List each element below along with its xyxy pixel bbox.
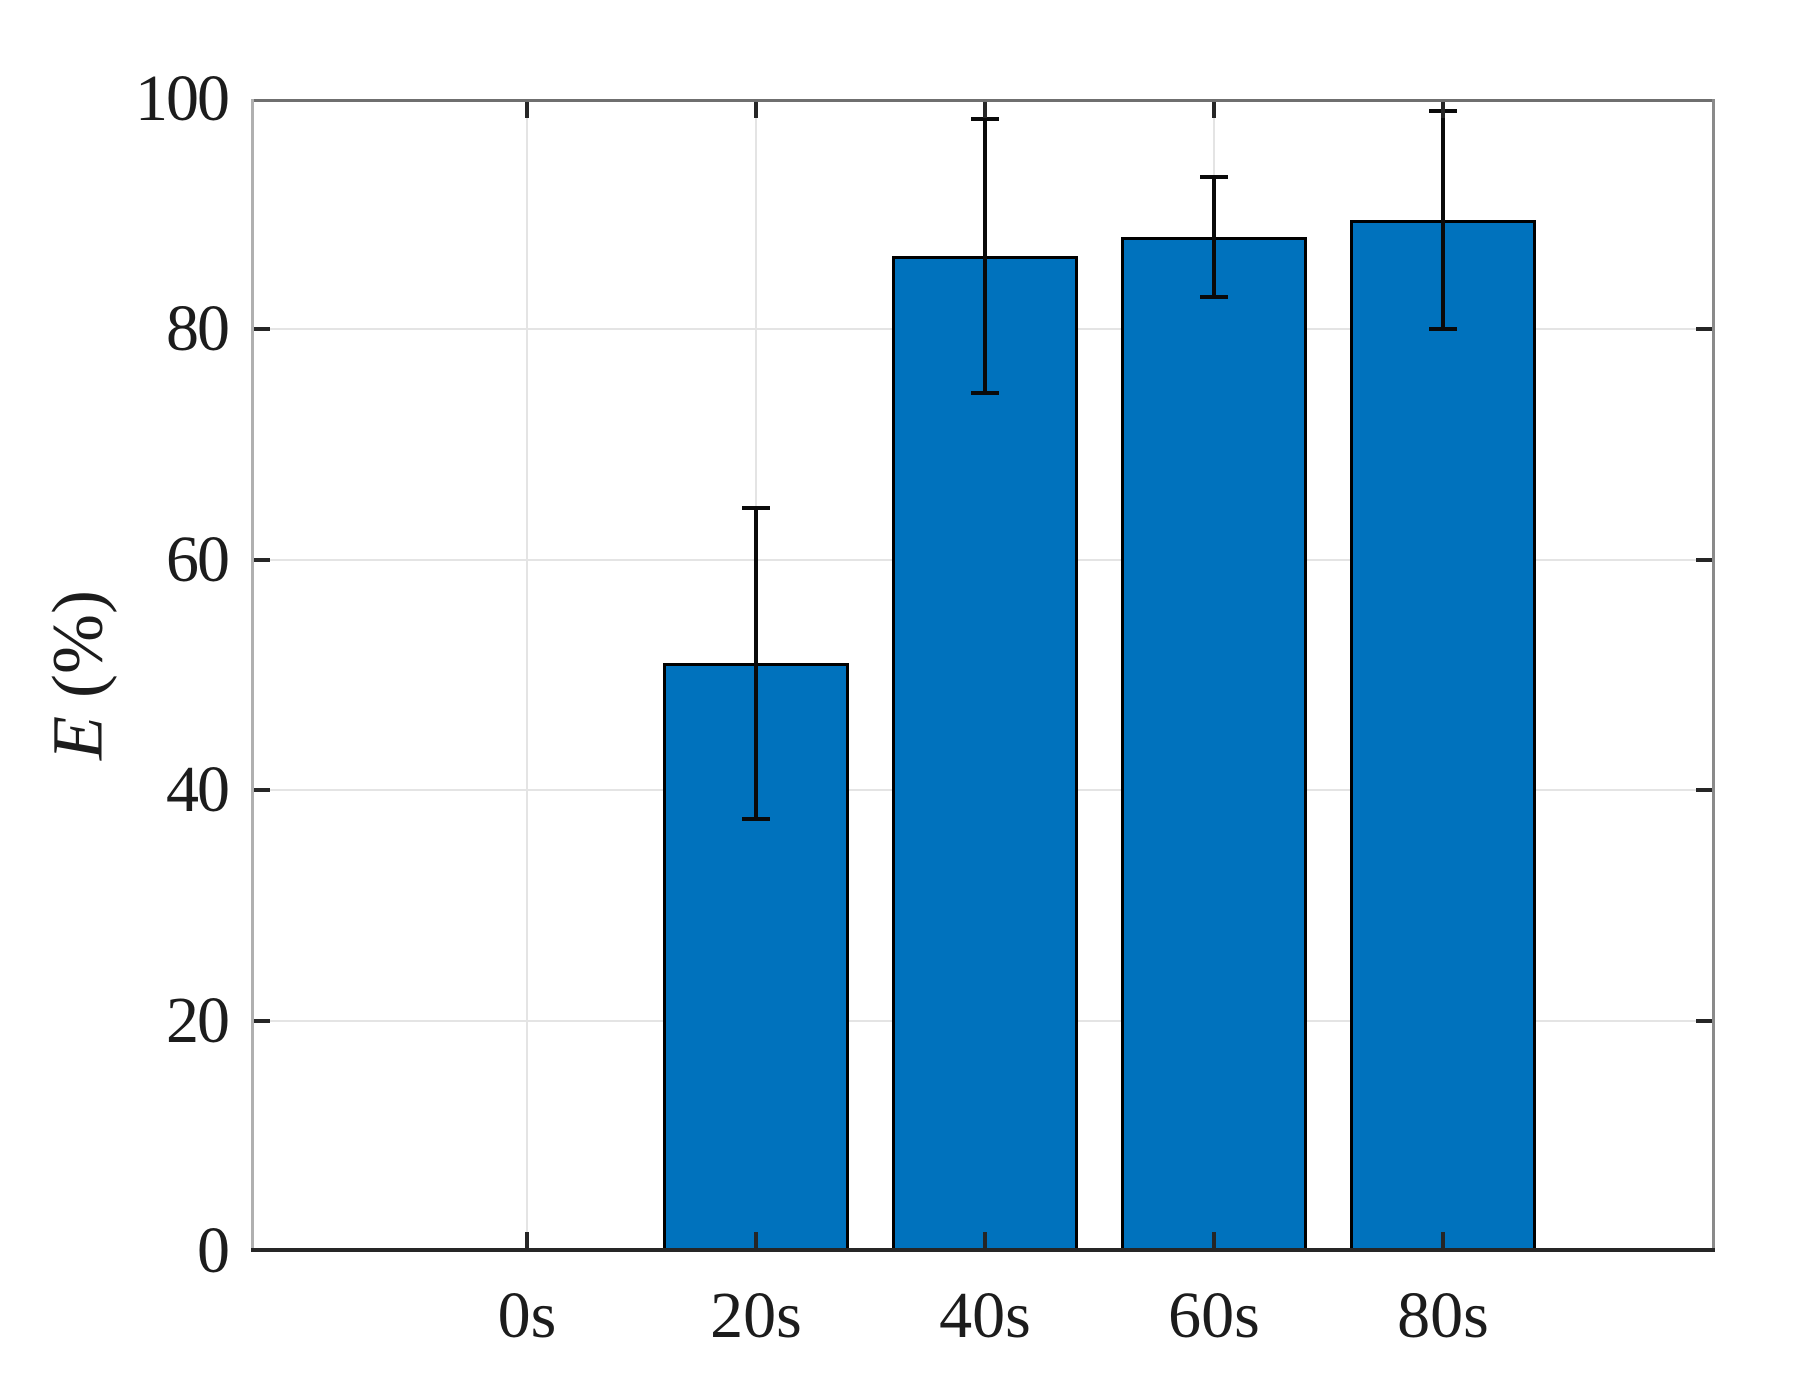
tick-mark-y-left bbox=[254, 327, 270, 332]
axis-edge-bottom bbox=[251, 1248, 1715, 1252]
tick-mark-x-top bbox=[525, 102, 529, 118]
tick-mark-y-right bbox=[1696, 557, 1712, 562]
tick-mark-x-top bbox=[1441, 102, 1445, 118]
error-bar-cap-top bbox=[971, 116, 999, 121]
tick-mark-x-top bbox=[754, 102, 758, 118]
y-tick-label-100: 100 bbox=[135, 62, 230, 135]
error-bar-cap-top bbox=[1200, 175, 1228, 180]
error-bar-cap-bottom bbox=[742, 817, 770, 821]
tick-mark-y-right bbox=[1696, 1018, 1712, 1023]
tick-mark-x-top bbox=[983, 102, 987, 118]
error-bar-cap-bottom bbox=[971, 390, 999, 395]
y-tick-label-20: 20 bbox=[166, 983, 230, 1057]
tick-mark-y-right bbox=[1696, 788, 1712, 793]
tick-mark-x-bottom bbox=[525, 1232, 529, 1248]
bar-40s bbox=[892, 256, 1078, 1251]
error-bar-line bbox=[754, 507, 758, 819]
error-bar-line bbox=[983, 118, 987, 393]
bar-60s bbox=[1121, 237, 1307, 1251]
y-axis-label: E (%) bbox=[37, 590, 120, 760]
tick-mark-y-right bbox=[1696, 327, 1712, 332]
grid-line-vertical bbox=[526, 102, 528, 1248]
tick-mark-y-left bbox=[254, 1018, 270, 1023]
tick-mark-x-bottom bbox=[1212, 1232, 1216, 1248]
tick-mark-x-top bbox=[1212, 102, 1216, 118]
y-tick-label-0: 0 bbox=[197, 1214, 230, 1287]
axis-edge-right bbox=[1712, 99, 1715, 1252]
error-bar-line bbox=[1441, 110, 1445, 330]
axis-edge-left bbox=[251, 99, 254, 1252]
tick-mark-y-left bbox=[254, 557, 270, 562]
error-bar-cap-top bbox=[742, 505, 770, 510]
plot-area bbox=[251, 99, 1715, 1252]
x-tick-label-40s: 40s bbox=[939, 1279, 1031, 1352]
tick-mark-x-bottom bbox=[1441, 1232, 1445, 1248]
x-tick-label-80s: 80s bbox=[1397, 1279, 1489, 1352]
y-tick-label-60: 60 bbox=[166, 522, 230, 596]
error-bar-cap-bottom bbox=[1200, 295, 1228, 300]
x-tick-label-0s: 0s bbox=[497, 1279, 557, 1352]
axis-edge-top bbox=[251, 99, 1715, 102]
tick-mark-y-left bbox=[254, 788, 270, 793]
x-tick-label-60s: 60s bbox=[1168, 1279, 1260, 1352]
y-tick-label-80: 80 bbox=[166, 292, 230, 366]
error-bar-cap-bottom bbox=[1429, 327, 1457, 332]
tick-mark-x-bottom bbox=[754, 1232, 758, 1248]
x-tick-label-20s: 20s bbox=[710, 1279, 802, 1352]
error-bar-line bbox=[1212, 177, 1216, 298]
y-axis-label-unit: (%) bbox=[37, 590, 118, 716]
bar-80s bbox=[1350, 220, 1536, 1251]
tick-mark-x-bottom bbox=[983, 1232, 987, 1248]
y-tick-label-40: 40 bbox=[166, 753, 230, 827]
